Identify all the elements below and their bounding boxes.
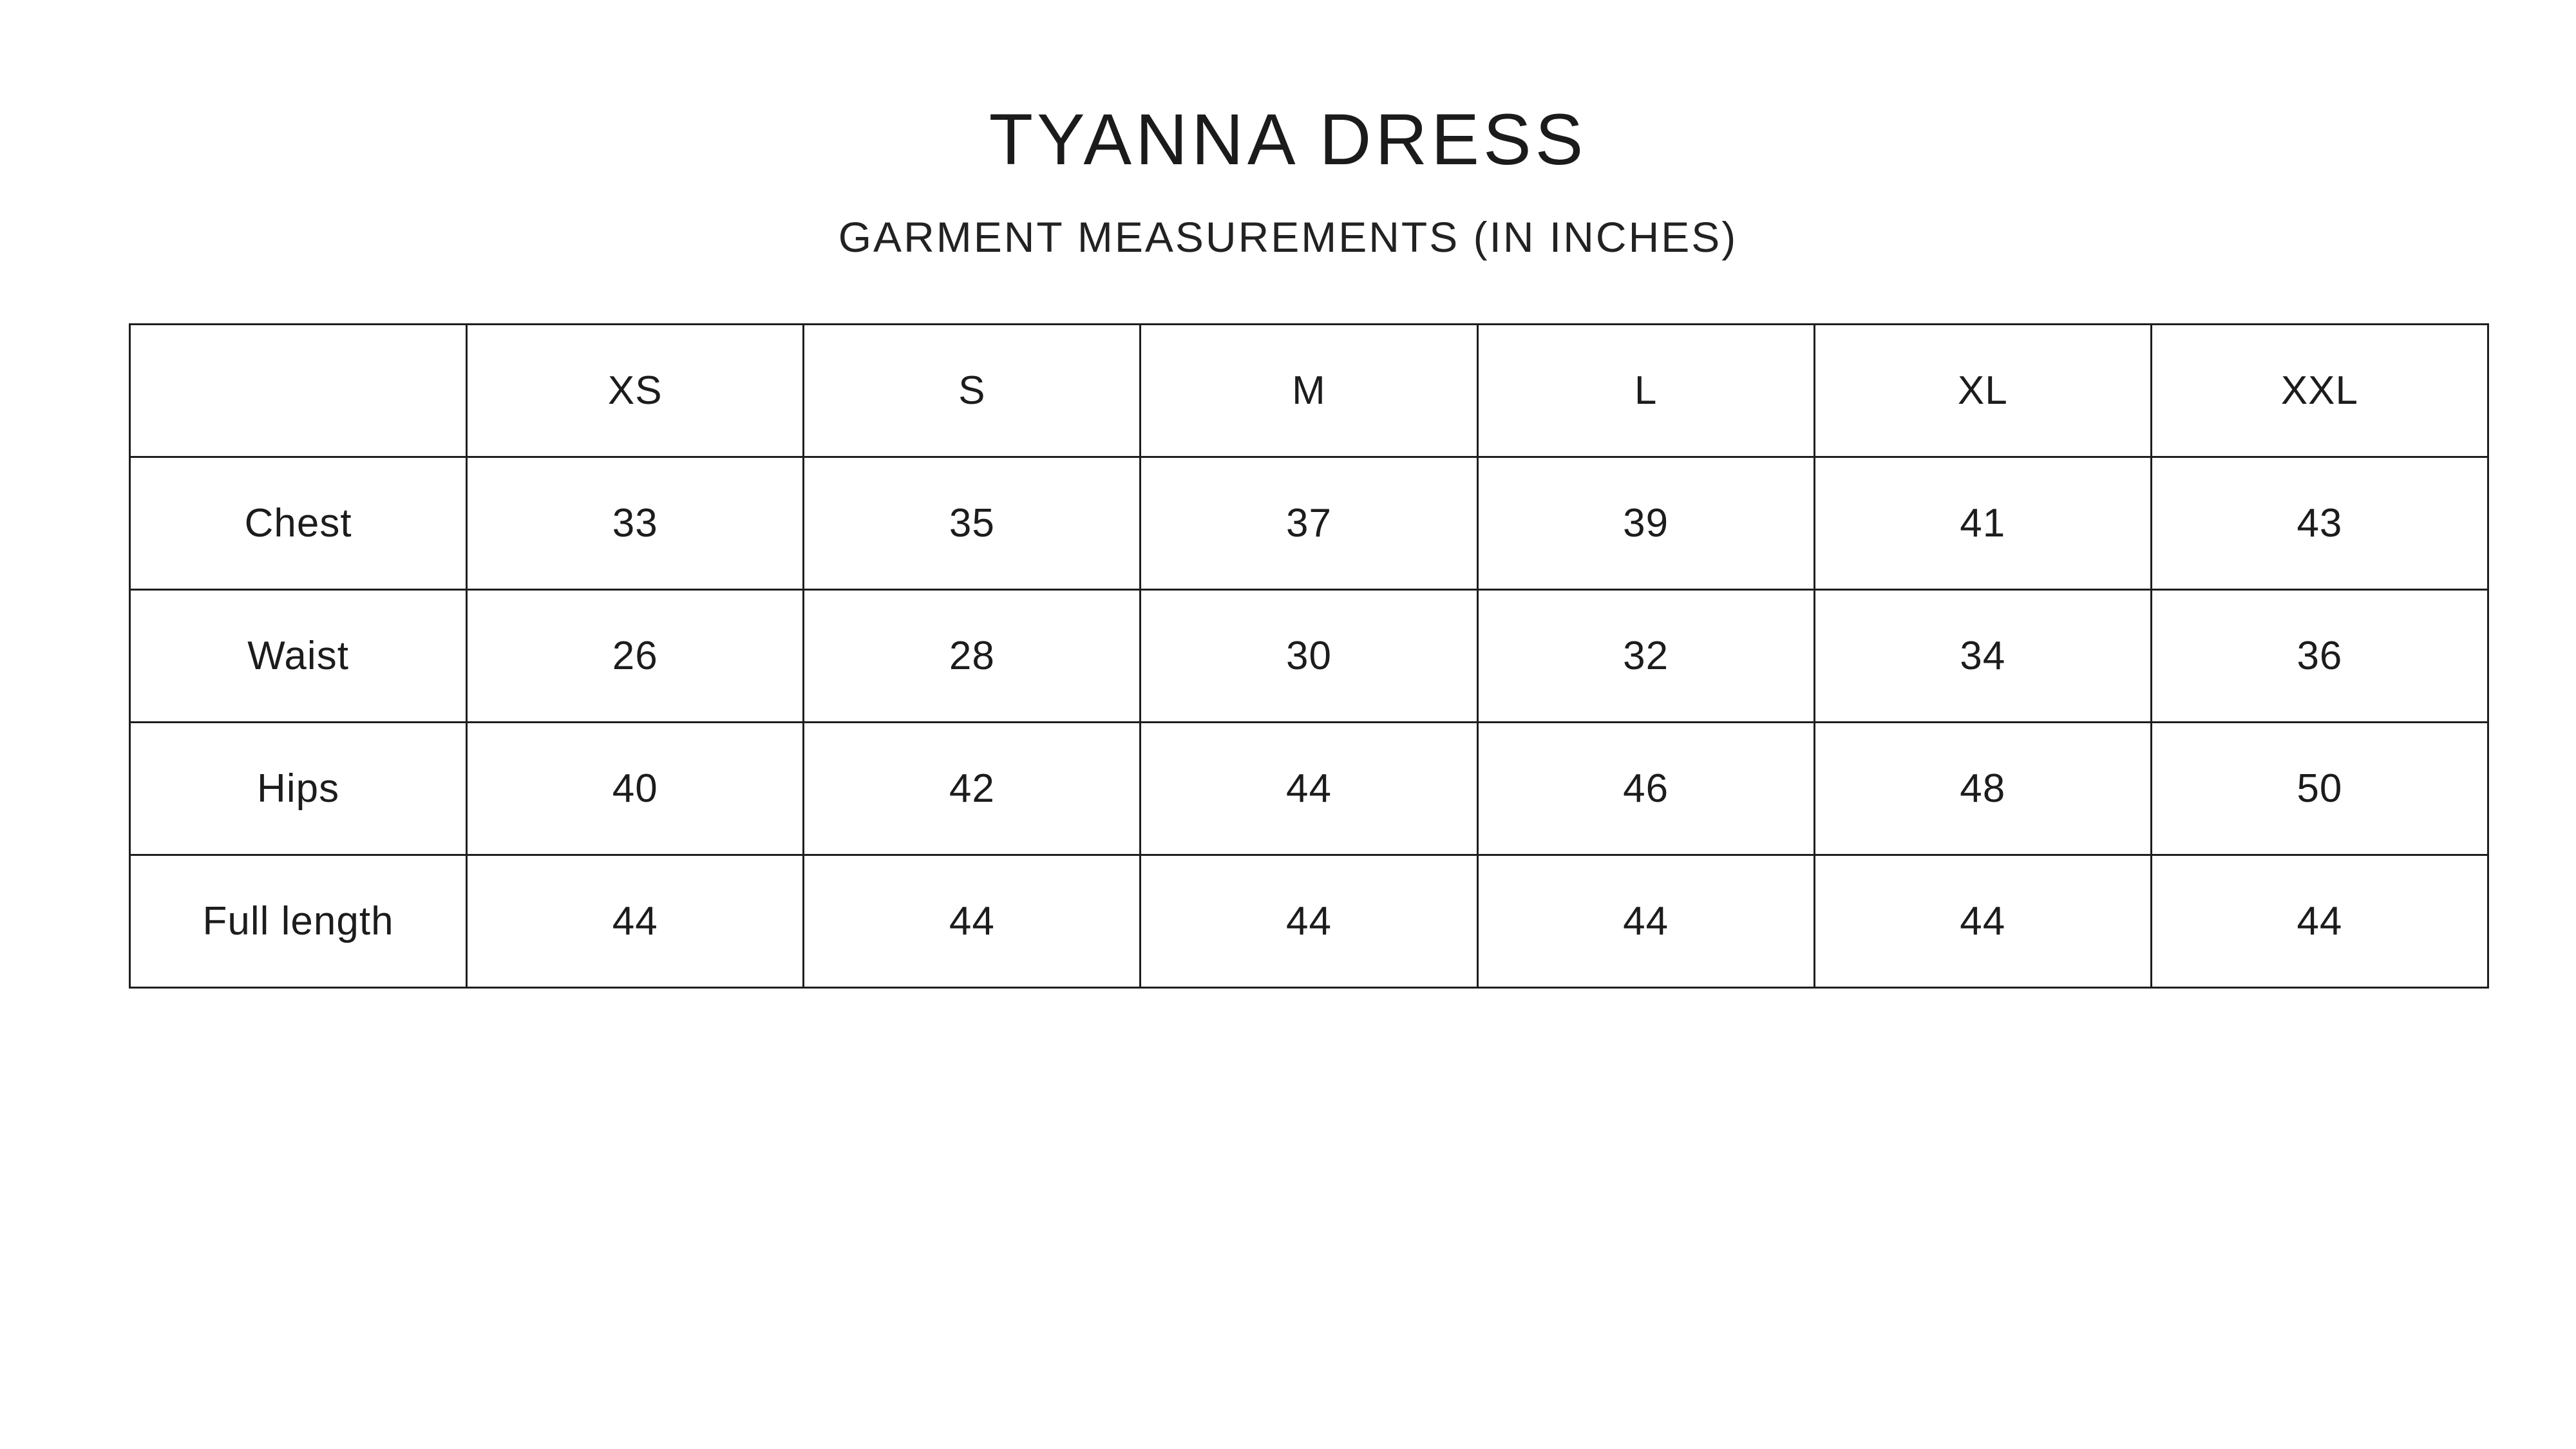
page-subtitle: GARMENT MEASUREMENTS (IN INCHES) <box>838 213 1738 261</box>
cell-full-length-xxl: 44 <box>2150 853 2490 989</box>
cell-hips-xs: 40 <box>466 721 805 856</box>
size-header-row: XS S M L XL XXL <box>128 323 2490 458</box>
row-label-waist: Waist <box>128 588 468 723</box>
cell-full-length-s: 44 <box>802 853 1142 989</box>
size-column-header-xxl: XXL <box>2150 323 2490 458</box>
cell-waist-l: 32 <box>1476 588 1815 723</box>
page-header: TYANNA DRESS GARMENT MEASUREMENTS (IN IN… <box>0 0 2576 263</box>
size-column-header-xs: XS <box>466 323 805 458</box>
cell-waist-xs: 26 <box>466 588 805 723</box>
size-chart-table: XS S M L XL XXL Chest 33 35 37 39 41 43 … <box>128 323 2490 989</box>
cell-hips-s: 42 <box>802 721 1142 856</box>
cell-chest-s: 35 <box>802 455 1142 591</box>
row-label-chest: Chest <box>128 455 468 591</box>
size-column-header-m: M <box>1139 323 1479 458</box>
cell-full-length-xl: 44 <box>1813 853 2152 989</box>
cell-chest-xxl: 43 <box>2150 455 2490 591</box>
measurement-row-chest: Chest 33 35 37 39 41 43 <box>128 455 2490 591</box>
row-label-full-length: Full length <box>128 853 468 989</box>
size-column-header-xl: XL <box>1813 323 2152 458</box>
size-column-header-s: S <box>802 323 1142 458</box>
row-label-hips: Hips <box>128 721 468 856</box>
corner-cell <box>128 323 468 458</box>
cell-full-length-m: 44 <box>1139 853 1479 989</box>
cell-hips-xxl: 50 <box>2150 721 2490 856</box>
measurement-row-hips: Hips 40 42 44 46 48 50 <box>128 721 2490 856</box>
cell-hips-m: 44 <box>1139 721 1479 856</box>
cell-hips-xl: 48 <box>1813 721 2152 856</box>
cell-waist-xxl: 36 <box>2150 588 2490 723</box>
cell-waist-xl: 34 <box>1813 588 2152 723</box>
measurement-row-full-length: Full length 44 44 44 44 44 44 <box>128 853 2490 989</box>
cell-chest-xs: 33 <box>466 455 805 591</box>
cell-waist-m: 30 <box>1139 588 1479 723</box>
cell-chest-m: 37 <box>1139 455 1479 591</box>
cell-chest-l: 39 <box>1476 455 1815 591</box>
cell-full-length-xs: 44 <box>466 853 805 989</box>
cell-waist-s: 28 <box>802 588 1142 723</box>
size-column-header-l: L <box>1476 323 1815 458</box>
cell-hips-l: 46 <box>1476 721 1815 856</box>
cell-full-length-l: 44 <box>1476 853 1815 989</box>
page-title: TYANNA DRESS <box>989 99 1587 180</box>
measurement-row-waist: Waist 26 28 30 32 34 36 <box>128 588 2490 723</box>
cell-chest-xl: 41 <box>1813 455 2152 591</box>
